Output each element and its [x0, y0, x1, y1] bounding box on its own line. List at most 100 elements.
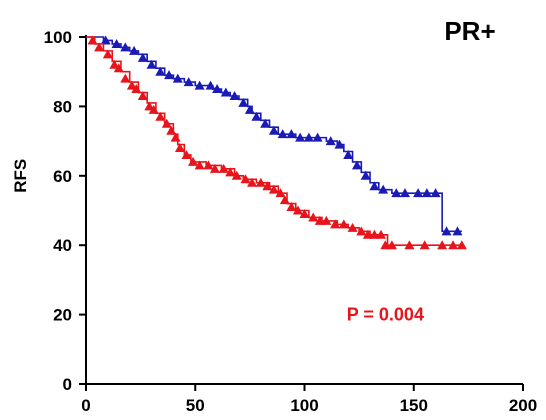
series-1-censor-marker — [279, 195, 290, 205]
series-1-censor-marker — [369, 229, 380, 239]
series-1-censor-marker — [87, 35, 98, 45]
series-0-censor-marker — [312, 132, 323, 142]
series-0-censor-marker — [452, 226, 463, 236]
series-1-censor-marker — [375, 229, 386, 239]
y-axis-title: RFS — [11, 159, 30, 193]
series-1-censor-marker — [131, 84, 142, 94]
series-1-censor-marker — [225, 167, 236, 177]
x-tick-label: 200 — [509, 396, 537, 415]
x-tick-label: 150 — [400, 396, 428, 415]
series-1-censor-marker — [144, 101, 155, 111]
series-0-censor-marker — [369, 181, 380, 191]
series-0-censor-marker — [268, 125, 279, 135]
series-0-censor-marker — [260, 118, 271, 128]
series-0-censor-marker — [351, 160, 362, 170]
series-0-censor-marker — [391, 188, 402, 198]
series-1-censor-marker — [102, 49, 113, 59]
series-0-censor-marker — [100, 35, 111, 45]
series-1-censor-marker — [386, 240, 397, 250]
series-0-censor-marker — [172, 73, 183, 83]
series-0-censor-marker — [146, 59, 157, 69]
y-tick-label: 100 — [44, 28, 72, 47]
series-0-censor-marker — [360, 170, 371, 180]
series-1-censor-marker — [161, 118, 172, 128]
series-0-censor-marker — [155, 66, 166, 76]
y-tick-label: 20 — [53, 306, 72, 325]
series-0-censor-marker — [441, 226, 452, 236]
series-1-censor-marker — [419, 240, 430, 250]
series-1-censor-marker — [166, 125, 177, 135]
series-1-censor-marker — [308, 212, 319, 222]
y-tick-label: 40 — [53, 236, 72, 255]
series-0-censor-marker — [413, 188, 424, 198]
series-0-censor-marker — [212, 84, 223, 94]
series-1-censor-marker — [231, 170, 242, 180]
x-tick-label: 0 — [81, 396, 90, 415]
series-1-censor-marker — [247, 177, 258, 187]
series-0-censor-marker — [183, 77, 194, 87]
series-1-censor-marker — [137, 90, 148, 100]
series-1-censor-marker — [94, 42, 105, 52]
series-1-line — [86, 36, 462, 246]
y-tick-label: 60 — [53, 167, 72, 186]
series-1-censor-marker — [155, 111, 166, 121]
series-0-censor-marker — [111, 38, 122, 48]
series-1-censor-marker — [299, 208, 310, 218]
series-0-censor-marker — [120, 42, 131, 52]
p-value-annotation: P = 0.004 — [347, 305, 424, 325]
series-layer — [86, 35, 467, 250]
series-1-censor-marker — [188, 156, 199, 166]
series-0-censor-marker — [244, 104, 255, 114]
y-tick-label: 0 — [63, 375, 72, 394]
series-1-censor-marker — [321, 215, 332, 225]
series-0-censor-marker — [325, 136, 336, 146]
series-0-censor-marker — [295, 132, 306, 142]
series-1-censor-marker — [448, 240, 459, 250]
series-1-censor-marker — [362, 229, 373, 239]
series-1-censor-marker — [314, 215, 325, 225]
series-0-censor-marker — [303, 132, 314, 142]
series-0-censor-marker — [334, 139, 345, 149]
series-1-censor-marker — [330, 219, 341, 229]
series-0-censor-marker — [220, 87, 231, 97]
series-1-censor-marker — [126, 80, 137, 90]
series-0-censor-marker — [129, 45, 140, 55]
series-1-censor-marker — [356, 226, 367, 236]
series-1-censor-marker — [292, 205, 303, 215]
series-0-censor-marker — [251, 111, 262, 121]
series-1-censor-marker — [347, 222, 358, 232]
series-1-censor-marker — [148, 104, 159, 114]
series-1-censor-marker — [437, 240, 448, 250]
x-tick-label: 100 — [290, 396, 318, 415]
series-1-censor-marker — [275, 188, 286, 198]
series-1-censor-marker — [380, 240, 391, 250]
series-0-censor-marker — [421, 188, 432, 198]
series-0-censor-marker — [400, 188, 411, 198]
series-0-censor-marker — [238, 97, 249, 107]
series-1-censor-marker — [456, 240, 467, 250]
series-1-censor-marker — [218, 163, 229, 173]
series-1-censor-marker — [203, 160, 214, 170]
series-1-censor-marker — [268, 184, 279, 194]
x-tick-label: 50 — [186, 396, 205, 415]
series-1-censor-marker — [255, 177, 266, 187]
x-ticks: 0 50 100 150 200 — [81, 384, 537, 415]
series-1-censor-marker — [404, 240, 415, 250]
series-0-censor-marker — [378, 184, 389, 194]
series-1-censor-marker — [170, 132, 181, 142]
series-1-censor-marker — [113, 63, 124, 73]
y-tick-label: 80 — [53, 97, 72, 116]
series-0-censor-marker — [229, 90, 240, 100]
series-1-censor-marker — [240, 174, 251, 184]
series-1-censor-marker — [286, 202, 297, 212]
series-1-censor-marker — [194, 160, 205, 170]
series-0-censor-marker — [194, 80, 205, 90]
series-1-censor-marker — [174, 143, 185, 153]
series-1-censor-marker — [209, 163, 220, 173]
series-1-censor-marker — [109, 59, 120, 69]
chart-title: PR+ — [444, 16, 495, 46]
series-1-censor-marker — [120, 73, 131, 83]
series-0-censor-marker — [137, 52, 148, 62]
series-1-censor-marker — [338, 219, 349, 229]
